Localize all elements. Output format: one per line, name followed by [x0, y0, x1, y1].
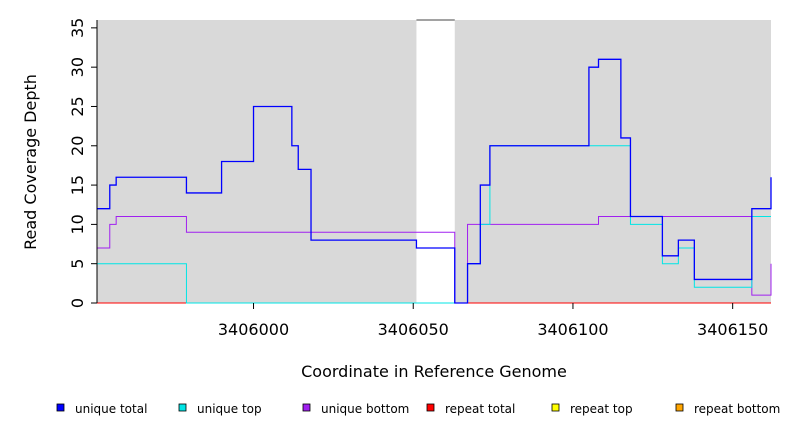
- y-tick-label: 25: [68, 96, 87, 116]
- plot-area: [97, 19, 771, 303]
- x-tick-label: 3406100: [537, 320, 608, 339]
- y-axis-title: Read Coverage Depth: [21, 74, 40, 250]
- legend-swatch: [675, 403, 684, 412]
- x-axis-title: Coordinate in Reference Genome: [301, 362, 567, 381]
- y-tick-label: 0: [68, 298, 87, 308]
- series-layer: [97, 58, 772, 304]
- y-tick-label: 5: [68, 259, 87, 269]
- legend-swatch: [426, 403, 435, 412]
- legend-swatch: [302, 403, 311, 412]
- legend-item: repeat top: [551, 402, 633, 416]
- legend-label: repeat bottom: [694, 402, 780, 416]
- x-tick-label: 3406150: [697, 320, 768, 339]
- legend-label: unique total: [75, 402, 147, 416]
- ticks-layer: 0 5 10 15 20 25 30 35 3406000 3406050 3406100 34061…: [68, 18, 768, 339]
- legend-label: unique bottom: [321, 402, 409, 416]
- legend-swatch: [56, 403, 65, 412]
- x-tick-label: 3406000: [218, 320, 289, 339]
- legend-item: repeat bottom: [675, 402, 780, 416]
- legend-item: repeat total: [426, 402, 515, 416]
- plot-panel-left: [97, 20, 417, 303]
- y-tick-label: 10: [68, 214, 87, 234]
- legend-item: unique total: [56, 402, 147, 416]
- legend-swatch: [551, 403, 560, 412]
- plot-panel-right: [454, 20, 771, 303]
- legend-label: repeat top: [570, 402, 633, 416]
- y-tick-label: 35: [68, 18, 87, 38]
- legend-swatch: [178, 403, 187, 412]
- legend: unique total unique top unique bottom repea…: [56, 402, 780, 416]
- y-tick-label: 20: [68, 136, 87, 156]
- series-line-unique-total: [97, 58, 772, 304]
- legend-label: unique top: [197, 402, 262, 416]
- y-tick-label: 30: [68, 57, 87, 77]
- x-tick-label: 3406050: [378, 320, 449, 339]
- y-tick-label: 15: [68, 175, 87, 195]
- legend-item: unique top: [178, 402, 262, 416]
- legend-item: unique bottom: [302, 402, 409, 416]
- legend-label: repeat total: [445, 402, 515, 416]
